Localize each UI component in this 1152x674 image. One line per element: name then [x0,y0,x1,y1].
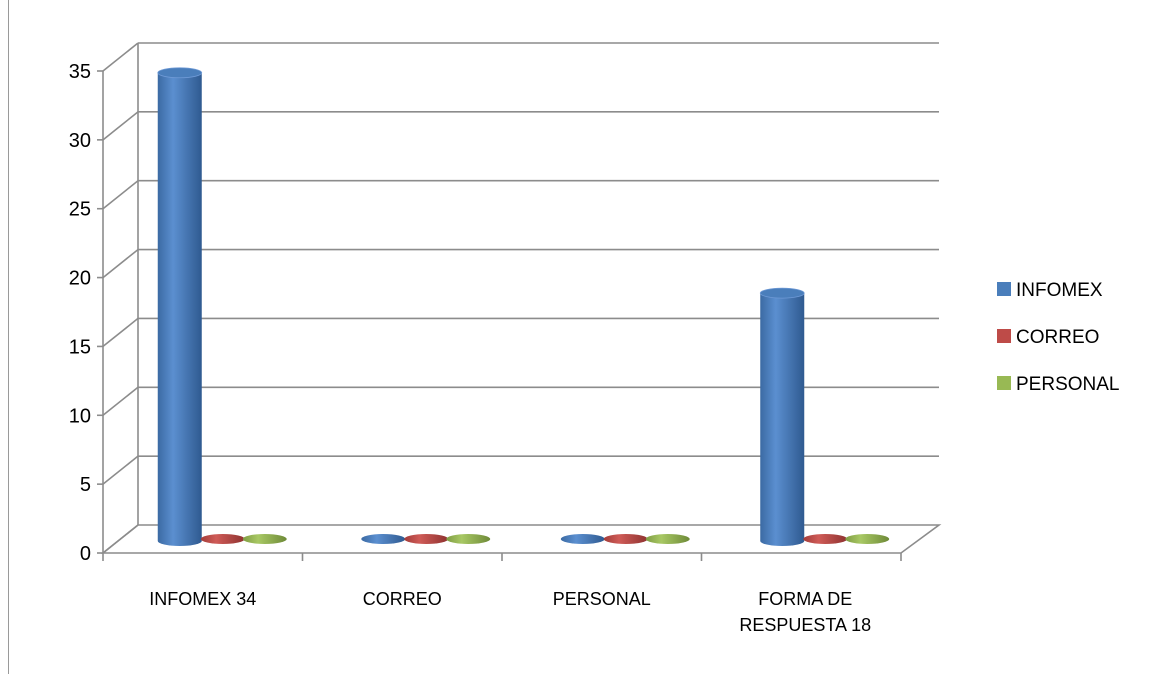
legend-swatch-infomex [997,282,1011,296]
x-tick-label-line: INFOMEX 34 [149,589,256,609]
y-tick-label: 20 [69,268,91,290]
legend-label-infomex: INFOMEX [1016,280,1103,301]
chart-floor [100,524,942,554]
x-tick-label-line: PERSONAL [553,589,651,609]
chart-axes: 0 5 10 15 20 25 30 35 [69,42,942,565]
x-tick-label: CORREO [363,589,442,609]
y-tick-label: 5 [80,474,91,496]
gridline-side [102,317,139,348]
legend-swatch-personal [997,376,1011,390]
gridline-side [102,455,139,485]
gridline-side [102,386,139,416]
bar-infomex-3 [759,287,805,546]
x-axis-labels: INFOMEX 34 CORREO PERSONAL FORMA DE RESPUEST… [149,589,871,635]
bar-infomex-2 [560,534,605,544]
chart-bars [157,67,890,547]
bar-zero [560,534,605,544]
x-tick-label-line: CORREO [363,589,442,609]
bar-zero [404,534,449,544]
x-tick-label-line: FORMA DE [758,589,852,609]
bar-zero [242,534,287,544]
x-tick-label: INFOMEX 34 [149,589,256,609]
y-tick-label: 25 [69,199,91,221]
bar-body [760,293,805,546]
bar-correo-0 [200,534,245,544]
x-tick-label-line: RESPUESTA 18 [739,615,871,635]
bar-infomex-1 [361,534,406,544]
bar-correo-1 [404,534,449,544]
legend-swatch-correo [997,329,1011,343]
bar-zero [361,534,406,544]
chart-legend: INFOMEX CORREO PERSONAL [997,280,1119,395]
bar-zero [845,534,890,544]
bar-personal-2 [645,534,690,544]
x-tick-label: PERSONAL [553,589,651,609]
gridline-side [102,42,139,72]
bar-infomex-0 [157,67,203,547]
bar-personal-1 [446,534,491,544]
x-tick-label: FORMA DE RESPUESTA 18 [739,589,871,635]
bar-top [157,67,203,79]
gridline-side [102,180,139,210]
y-tick-label: 30 [69,130,91,152]
y-tick-label: 15 [69,336,91,358]
y-tick-label: 10 [69,405,91,427]
bar-zero [200,534,245,544]
y-tick-label: 0 [80,543,91,565]
bar-correo-3 [803,534,848,544]
legend-label-personal: PERSONAL [1016,374,1119,395]
bar-correo-2 [603,534,648,544]
bar-zero [645,534,690,544]
bar-body [157,72,202,547]
bar-personal-3 [845,534,890,544]
gridline-side [102,111,139,141]
bar-zero [603,534,648,544]
gridline-side [102,248,139,279]
bar-top [759,287,805,299]
bar-personal-0 [242,534,287,544]
bar-zero [446,534,491,544]
bar-chart: 0 5 10 15 20 25 30 35 INFOMEX 34 CORREO PERSONAL F… [69,42,1119,635]
legend-label-correo: CORREO [1016,327,1099,348]
y-tick-label: 35 [69,61,91,83]
chart-frame: 0 5 10 15 20 25 30 35 INFOMEX 34 CORREO PERSONAL F… [8,0,1152,674]
bar-zero [803,534,848,544]
